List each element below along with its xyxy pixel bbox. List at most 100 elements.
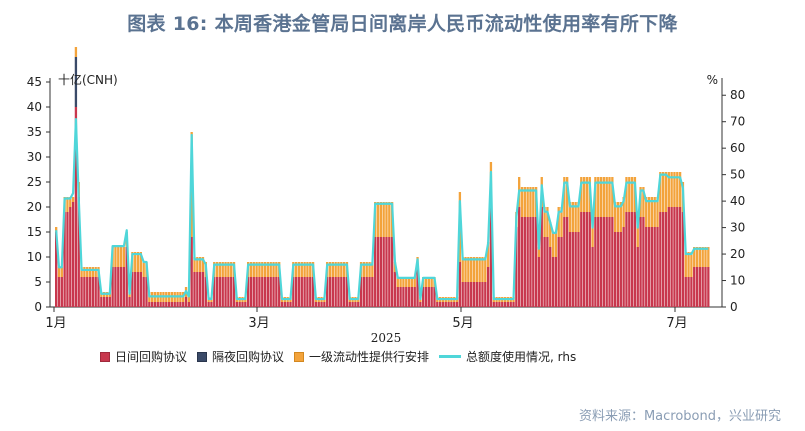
bar-1 [501,302,504,307]
legend-swatch [197,351,208,362]
bar-1 [374,237,377,307]
bar-1 [622,227,625,307]
bar-1 [560,237,563,307]
bar-1 [165,302,168,307]
bar-3 [114,247,117,267]
bar-3 [66,197,69,212]
bar-3 [376,202,380,237]
bar-1 [201,272,205,307]
bar-1 [625,212,628,307]
bar-3 [678,172,682,207]
bar-1 [422,287,425,307]
bar-1 [136,272,140,307]
bar-1 [520,217,524,307]
bar-1 [134,272,137,307]
bar-3 [407,277,411,287]
y-left-tick-label: 0 [34,300,42,314]
bar-1 [354,302,357,307]
bar-1 [616,232,620,307]
bar-1 [693,267,696,307]
bar-1 [145,277,148,307]
bar-1 [453,302,456,307]
bar-3 [464,257,467,282]
bar-1 [196,272,199,307]
bar-3 [218,262,222,277]
bar-1 [272,277,275,307]
bar-1 [436,302,439,307]
bar-1 [642,217,645,307]
bar-3 [371,262,374,277]
bar-1 [91,277,95,307]
bar-1 [74,107,78,307]
bar-3 [139,252,143,272]
bar-1 [162,302,165,307]
bar-3 [616,202,620,232]
bar-1 [83,277,86,307]
bar-1 [294,277,298,307]
bar-1 [359,277,363,307]
bar-1 [690,277,693,307]
chart-title: 图表 16: 本周香港金管局日间离岸人民币流动性使用率有所下降 [127,13,678,35]
bar-1 [540,207,543,307]
bar-1 [518,207,521,307]
bar-3 [597,177,600,217]
bar-3 [224,262,227,277]
bar-3 [328,262,332,277]
bar-1 [187,302,191,307]
bar-1 [142,277,145,307]
bar-3 [523,187,526,217]
bar-1 [122,267,126,307]
x-year-label: 2025 [371,331,402,345]
bar-1 [678,207,682,307]
bar-3 [693,247,696,267]
bar-1 [433,287,436,307]
bar-3 [662,172,665,212]
bar-3 [701,247,704,267]
bar-3 [472,257,476,282]
bar-1 [238,302,241,307]
bar-1 [594,217,597,307]
bar-3 [551,232,555,257]
bar-1 [599,217,603,307]
bar-1 [526,217,529,307]
bar-3 [399,277,402,287]
bar-3 [554,232,558,257]
bar-3 [266,262,270,277]
bar-1 [328,277,332,307]
bar-3 [684,252,687,277]
bar-3 [670,172,673,207]
bar-1 [190,237,193,307]
y-right-tick-label: 40 [730,194,745,208]
bar-1 [673,207,676,307]
bar-1 [176,302,179,307]
bar-1 [461,282,464,307]
bar-3 [91,267,95,277]
bar-1 [246,277,250,307]
y-left-tick-label: 20 [27,200,42,214]
bar-1 [309,277,312,307]
bar-1 [97,277,100,307]
bar-3 [385,202,388,237]
bar-1 [213,277,216,307]
bar-1 [71,202,75,307]
bar-3 [119,247,123,267]
bar-1 [204,277,207,307]
bar-3 [365,262,368,277]
bar-3 [221,262,224,277]
bar-3 [74,47,78,57]
bar-1 [557,237,560,307]
legend-label: 隔夜回购协议 [212,350,285,364]
bar-3 [230,262,233,277]
bar-3 [382,202,385,237]
bar-3 [690,252,693,277]
bar-3 [410,277,414,287]
bar-1 [489,197,493,307]
y-right-unit-label: % [707,73,718,87]
bar-3 [303,262,306,277]
y-left-tick-label: 10 [27,250,42,264]
bar-3 [602,177,606,217]
bar-3 [117,247,120,267]
bar-3 [707,247,710,267]
bar-3 [619,202,622,232]
bar-3 [580,177,583,212]
